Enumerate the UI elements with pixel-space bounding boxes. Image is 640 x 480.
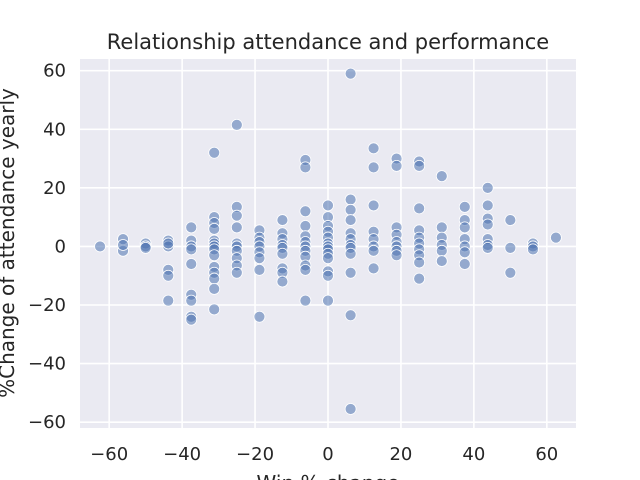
data-point [367, 142, 380, 155]
data-point [344, 309, 357, 322]
data-point [185, 221, 198, 234]
data-point [299, 220, 312, 232]
data-point [435, 170, 448, 183]
data-point [527, 243, 539, 256]
data-point [322, 252, 334, 265]
data-point [413, 159, 426, 172]
data-point [276, 275, 289, 288]
data-point [162, 294, 175, 307]
y-axis-label: %Change of attendance yearly [0, 88, 19, 398]
data-point [185, 243, 198, 256]
data-point [367, 199, 380, 212]
data-point [367, 262, 380, 275]
x-tick-label: 20 [389, 444, 412, 465]
data-point [344, 214, 357, 226]
chart-title: Relationship attendance and performance [107, 30, 549, 54]
data-point [230, 118, 243, 131]
data-point [208, 146, 221, 159]
data-point [208, 249, 221, 262]
data-point [208, 272, 221, 285]
x-tick-label: −40 [163, 444, 201, 465]
data-point [481, 181, 494, 194]
data-point [481, 199, 494, 212]
data-point [230, 209, 243, 222]
data-point [185, 294, 198, 307]
data-point [367, 161, 380, 174]
data-point [299, 294, 312, 307]
data-point [458, 221, 471, 234]
data-point [481, 241, 494, 254]
data-point [344, 403, 357, 415]
data-point [162, 237, 175, 250]
data-point [504, 241, 517, 254]
data-point [139, 241, 152, 254]
data-point [185, 258, 198, 270]
data-point [276, 247, 289, 260]
data-point [94, 240, 106, 253]
data-point [322, 269, 334, 282]
data-point [299, 263, 312, 276]
data-point [208, 303, 221, 316]
data-point [276, 214, 289, 226]
data-point [208, 222, 221, 235]
x-tick-label: −60 [90, 444, 128, 465]
y-tick-label: 0 [55, 236, 66, 257]
x-tick-label: −20 [236, 444, 274, 465]
data-point [185, 313, 198, 326]
data-point [344, 193, 357, 206]
data-point [390, 159, 403, 172]
data-point [208, 282, 221, 295]
data-point [390, 249, 403, 262]
y-tick-label: −20 [28, 295, 66, 316]
x-tick-label: 60 [535, 444, 558, 465]
data-point [413, 202, 426, 215]
data-point [504, 266, 517, 279]
data-point [322, 294, 334, 307]
data-point [344, 247, 357, 260]
data-point [344, 203, 357, 216]
x-tick-label: 40 [462, 444, 485, 465]
y-tick-label: 40 [43, 119, 66, 140]
y-tick-labels: −60 −40 −20 0 20 40 60 [28, 61, 66, 433]
data-point [162, 269, 175, 282]
data-point [550, 231, 562, 244]
data-point [117, 239, 129, 251]
y-tick-label: −40 [28, 354, 66, 375]
data-point [435, 244, 448, 257]
data-point [367, 244, 380, 257]
data-point [230, 221, 243, 234]
data-point [299, 161, 312, 174]
data-points [94, 67, 562, 415]
data-point [230, 266, 243, 279]
data-point [344, 67, 357, 80]
x-tick-labels: −60 −40 −20 0 20 40 60 [90, 444, 558, 465]
x-tick-label: 0 [322, 444, 333, 465]
data-point [253, 310, 266, 323]
data-point [253, 252, 266, 265]
data-point [458, 200, 471, 213]
y-tick-label: 20 [43, 178, 66, 199]
data-point [481, 218, 494, 231]
x-axis-label: Win % change [257, 471, 400, 480]
y-tick-label: −60 [28, 412, 66, 433]
y-tick-label: 60 [43, 61, 66, 82]
data-point [435, 221, 448, 234]
data-point [504, 214, 517, 226]
data-point [344, 266, 357, 279]
data-point [299, 205, 312, 218]
data-point [253, 263, 266, 276]
data-point [413, 272, 426, 285]
data-point [458, 258, 471, 270]
data-point [435, 255, 448, 267]
data-point [413, 256, 426, 269]
data-point [322, 199, 334, 212]
data-point [458, 246, 471, 259]
